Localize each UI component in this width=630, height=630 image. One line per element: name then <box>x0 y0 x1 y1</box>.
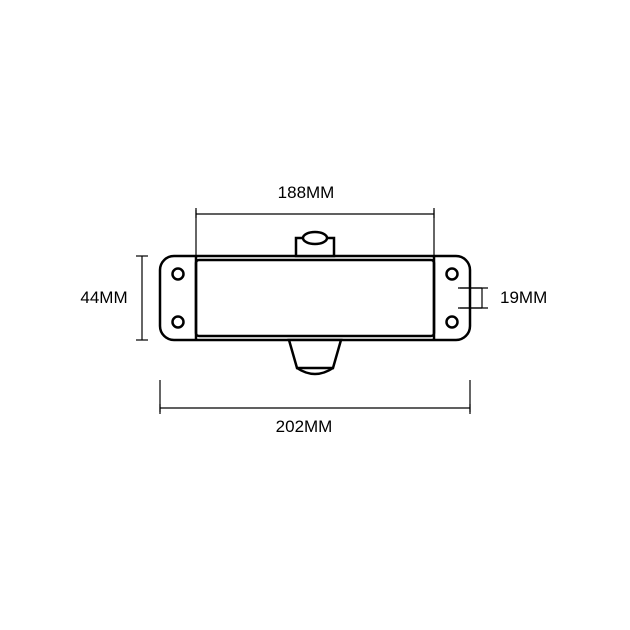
body-inner <box>196 260 434 336</box>
top-boss-cap <box>303 232 327 244</box>
dim-label-left: 44MM <box>80 288 127 307</box>
mounting-hole-0 <box>173 269 184 280</box>
technical-drawing: 188MM 202MM 44MM 19MM <box>0 0 630 630</box>
dim-label-bottom: 202MM <box>276 417 333 436</box>
mounting-hole-2 <box>447 269 458 280</box>
bottom-boss-body <box>289 340 341 368</box>
dim-label-top: 188MM <box>278 183 335 202</box>
body-outer <box>160 256 470 340</box>
dim-label-right: 19MM <box>500 288 547 307</box>
mounting-hole-1 <box>173 317 184 328</box>
mounting-hole-3 <box>447 317 458 328</box>
